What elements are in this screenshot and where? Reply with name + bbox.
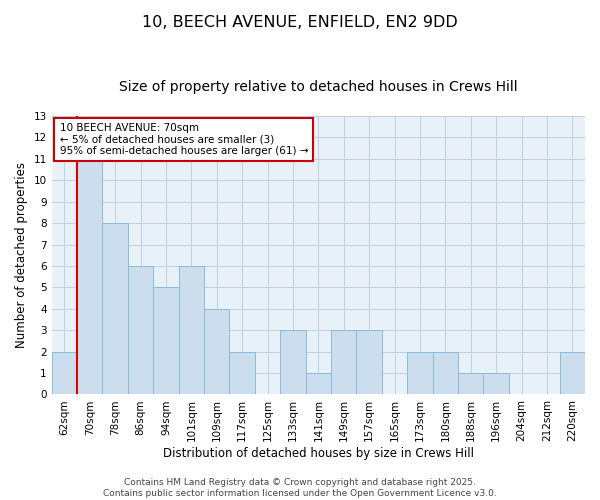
- Bar: [484, 373, 509, 394]
- X-axis label: Distribution of detached houses by size in Crews Hill: Distribution of detached houses by size …: [163, 447, 474, 460]
- Bar: [458, 373, 484, 394]
- Text: 10 BEECH AVENUE: 70sqm
← 5% of detached houses are smaller (3)
95% of semi-detac: 10 BEECH AVENUE: 70sqm ← 5% of detached …: [59, 123, 308, 156]
- Bar: [229, 352, 255, 395]
- Bar: [52, 352, 77, 395]
- Bar: [153, 288, 179, 395]
- Bar: [305, 373, 331, 394]
- Title: Size of property relative to detached houses in Crews Hill: Size of property relative to detached ho…: [119, 80, 518, 94]
- Bar: [280, 330, 305, 394]
- Bar: [103, 223, 128, 394]
- Bar: [204, 309, 229, 394]
- Bar: [433, 352, 458, 395]
- Bar: [77, 159, 103, 394]
- Bar: [356, 330, 382, 394]
- Bar: [331, 330, 356, 394]
- Bar: [128, 266, 153, 394]
- Text: Contains HM Land Registry data © Crown copyright and database right 2025.
Contai: Contains HM Land Registry data © Crown c…: [103, 478, 497, 498]
- Bar: [560, 352, 585, 395]
- Bar: [179, 266, 204, 394]
- Y-axis label: Number of detached properties: Number of detached properties: [15, 162, 28, 348]
- Text: 10, BEECH AVENUE, ENFIELD, EN2 9DD: 10, BEECH AVENUE, ENFIELD, EN2 9DD: [142, 15, 458, 30]
- Bar: [407, 352, 433, 395]
